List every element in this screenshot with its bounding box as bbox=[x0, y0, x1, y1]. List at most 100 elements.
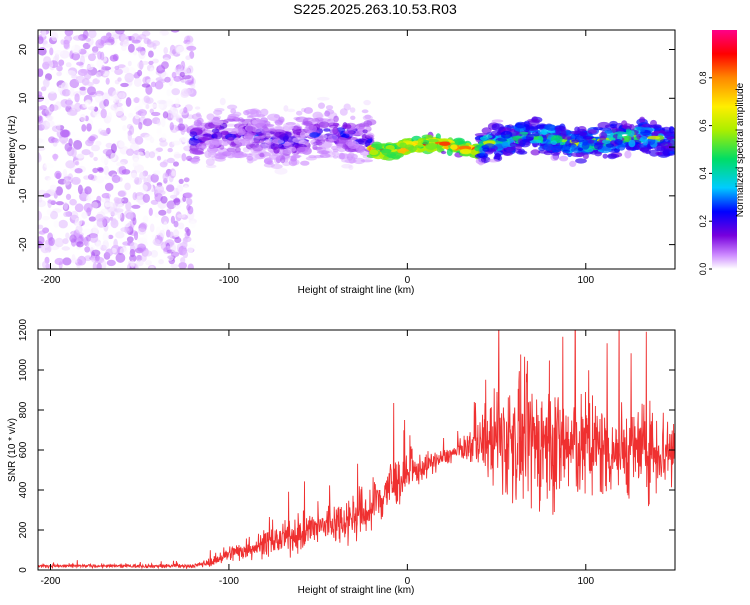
spectrogram-cell bbox=[363, 99, 371, 106]
spectrogram-cell bbox=[170, 113, 180, 120]
spectrogram-cell bbox=[95, 175, 105, 184]
spectrogram-cell bbox=[214, 153, 227, 160]
spectrogram-cell bbox=[570, 144, 578, 149]
spectrogram-cell bbox=[365, 134, 374, 139]
spectrogram-cell bbox=[196, 143, 202, 149]
spectrogram-cell bbox=[95, 39, 105, 49]
spectrogram-cell bbox=[125, 97, 132, 107]
spectrogram-cell bbox=[232, 111, 242, 117]
spectrogram-cell bbox=[124, 182, 131, 191]
spectrogram-cell bbox=[78, 250, 85, 256]
spectrogram-cell bbox=[136, 259, 144, 267]
spectrogram-cell bbox=[38, 236, 45, 245]
spectrogram-cell bbox=[153, 170, 161, 176]
spectrogram-cell bbox=[482, 140, 496, 145]
spectrogram-cell bbox=[260, 108, 269, 117]
spectrogram-cell bbox=[332, 155, 339, 159]
spectrogram-cell bbox=[156, 132, 163, 138]
spectrogram-cell bbox=[167, 147, 173, 153]
spectrogram-cell bbox=[183, 88, 194, 95]
spectrogram-cell bbox=[223, 118, 236, 122]
spectrogram-cell bbox=[479, 136, 488, 141]
spectrogram-cell bbox=[102, 232, 110, 242]
spectrogram-cell bbox=[577, 147, 584, 151]
spectrogram-cell bbox=[206, 113, 215, 121]
spectrogram-cell bbox=[177, 222, 185, 230]
spectrogram-cell bbox=[89, 233, 99, 243]
spectrogram-cell bbox=[101, 65, 106, 75]
spectrogram-cell bbox=[551, 145, 562, 153]
spectrogram-cell bbox=[597, 121, 611, 129]
spectrogram-cell bbox=[124, 72, 134, 83]
spectrogram-cell bbox=[459, 148, 472, 155]
spectrogram-cell bbox=[85, 196, 91, 202]
spectrogram-cell bbox=[120, 34, 129, 45]
spectrogram-cell bbox=[81, 211, 88, 219]
spectrogram-cell bbox=[308, 154, 317, 159]
spectrogram-cell bbox=[50, 264, 57, 269]
spectrogram-cell bbox=[282, 136, 288, 142]
spectrogram-cell bbox=[60, 129, 70, 138]
spectrogram-cell bbox=[53, 119, 64, 126]
spectrogram-cell bbox=[61, 89, 71, 97]
spectrogram-cell bbox=[624, 150, 632, 159]
spectrogram-cell bbox=[173, 97, 179, 104]
spectrogram-cell bbox=[530, 149, 541, 156]
spectrogram-cell bbox=[88, 216, 97, 222]
spectrogram-cell bbox=[74, 168, 83, 174]
spectrogram-cell bbox=[86, 64, 94, 71]
spectrogram-cell bbox=[122, 66, 130, 74]
spectrogram-cell bbox=[97, 167, 104, 173]
spectrogram-cell bbox=[55, 201, 64, 206]
spectrogram-cell bbox=[325, 105, 334, 110]
spectrogram-cell bbox=[345, 153, 355, 157]
spectrogram-cell bbox=[71, 52, 81, 61]
spectrogram-cell bbox=[69, 198, 77, 206]
spectrogram-cell bbox=[244, 131, 254, 140]
spectrogram-cell bbox=[122, 125, 127, 131]
spectrogram-cell bbox=[369, 149, 379, 156]
spectrogram-cell bbox=[116, 161, 126, 167]
spectrogram-cell bbox=[100, 197, 110, 203]
spectrogram-cell bbox=[63, 178, 71, 186]
spectrogram-cell bbox=[488, 158, 499, 163]
spectrogram-cell bbox=[562, 149, 571, 153]
spectrogram-cell bbox=[130, 260, 135, 268]
spectrogram-cell bbox=[176, 45, 186, 55]
spectrogram-cell bbox=[145, 260, 153, 266]
spectrogram-cell bbox=[316, 96, 330, 101]
snr-ytick-label: 800 bbox=[18, 401, 29, 418]
spectrogram-cell bbox=[109, 46, 114, 52]
spectrogram-cell bbox=[554, 125, 567, 132]
spectrogram-cell bbox=[104, 182, 114, 192]
snr-ytick-label: 1000 bbox=[18, 358, 29, 381]
spectrogram-cell bbox=[42, 261, 48, 269]
spectrogram-cell bbox=[519, 139, 531, 148]
spectrogram-cell bbox=[66, 98, 73, 108]
spectrogram-cell bbox=[104, 175, 111, 180]
spectrogram-cell bbox=[94, 93, 103, 103]
spectrogram-cell bbox=[170, 263, 179, 269]
spectrogram-cell bbox=[270, 164, 283, 169]
spectrogram-cell bbox=[668, 146, 675, 152]
spectrogram-cell bbox=[263, 158, 272, 165]
spectrogram-cell bbox=[152, 58, 159, 64]
spectrogram-ytick-label: -10 bbox=[18, 188, 29, 203]
spectrogram-cell bbox=[103, 165, 109, 176]
spectrogram-cell bbox=[174, 237, 182, 244]
spectrogram-cell bbox=[268, 154, 282, 160]
spectrogram-cell bbox=[324, 110, 331, 117]
spectrogram-cell bbox=[363, 120, 373, 127]
spectrogram-cell bbox=[43, 78, 50, 88]
spectrogram-cell bbox=[110, 66, 115, 73]
spectrogram-cell bbox=[159, 140, 168, 147]
spectrogram-cell bbox=[129, 125, 135, 135]
spectrogram-cell bbox=[70, 210, 79, 221]
spectrogram-cell bbox=[282, 161, 291, 167]
spectrogram-cell bbox=[318, 121, 330, 128]
spectrogram-cell bbox=[161, 133, 167, 141]
spectrogram-cell bbox=[150, 173, 159, 183]
spectrogram-cell bbox=[362, 129, 368, 134]
